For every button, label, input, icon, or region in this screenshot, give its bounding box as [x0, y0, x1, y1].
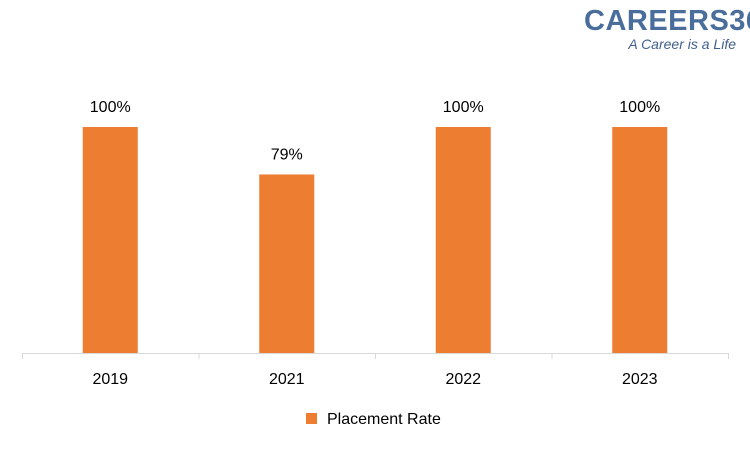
- x-tick-label-2019: 2019: [92, 371, 128, 388]
- bar-2021: [259, 174, 315, 353]
- x-axis: 2019 2021 2022 2023: [22, 353, 729, 388]
- legend-label: Placement Rate: [327, 411, 441, 428]
- data-label-2023: 100%: [619, 99, 660, 116]
- x-tick-label-2021: 2021: [269, 371, 305, 388]
- data-label-2019: 100%: [90, 99, 131, 116]
- legend-swatch: [306, 413, 317, 424]
- logo-wordmark: CAREERS360: [584, 5, 750, 37]
- careers360-logo: CAREERS360 A Career is a Life: [584, 4, 750, 52]
- data-label-2021: 79%: [271, 146, 303, 163]
- x-tick-label-2023: 2023: [622, 371, 658, 388]
- legend: Placement Rate: [306, 411, 441, 428]
- data-labels: 100% 79% 100% 100%: [90, 99, 660, 163]
- bars-layer: [82, 127, 668, 353]
- bar-2022: [435, 127, 491, 353]
- bar-2019: [82, 127, 138, 353]
- bar-2023: [612, 127, 668, 353]
- data-label-2022: 100%: [443, 99, 484, 116]
- x-tick-label-2022: 2022: [445, 371, 481, 388]
- logo-tagline: A Career is a Life: [628, 36, 736, 52]
